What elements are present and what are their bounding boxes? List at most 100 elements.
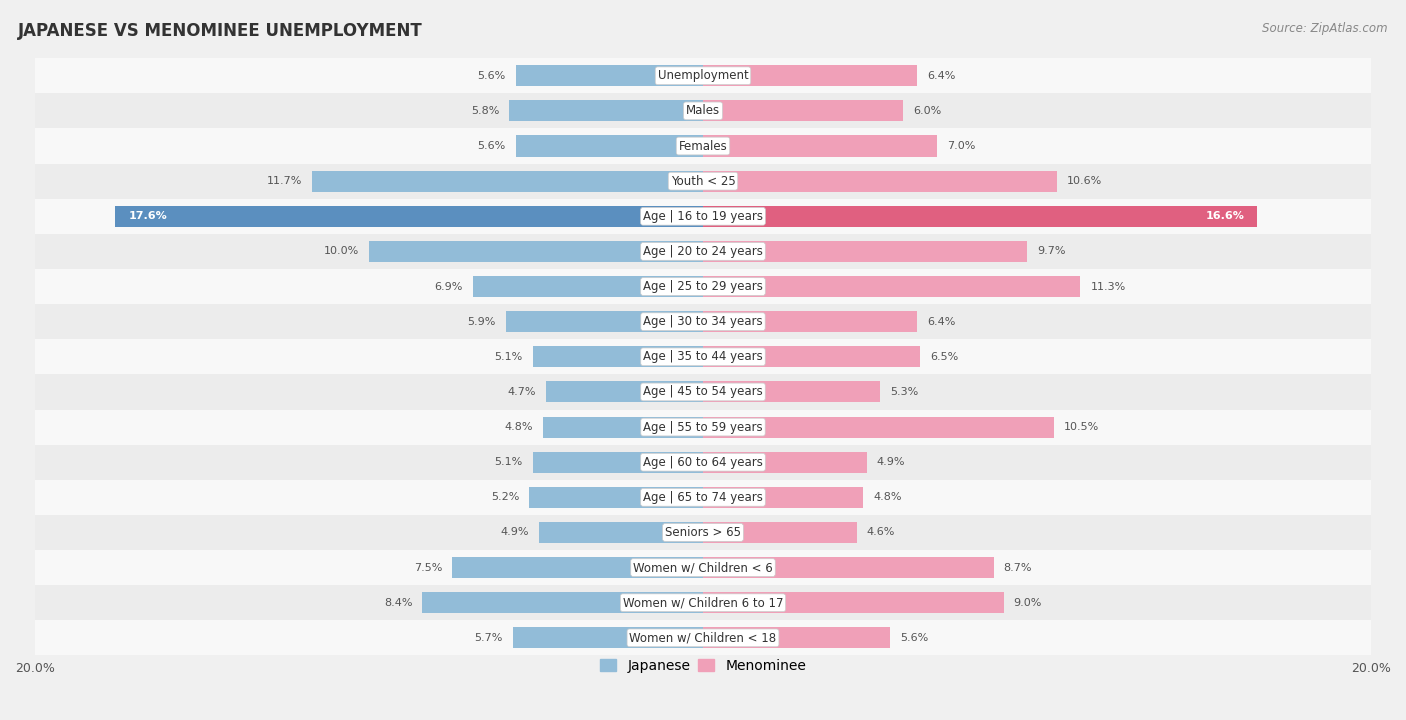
Text: 11.3%: 11.3% (1091, 282, 1126, 292)
Bar (703, 487, 863, 508)
Text: 5.1%: 5.1% (495, 352, 523, 362)
Bar (546, 382, 703, 402)
Text: 4.9%: 4.9% (501, 528, 529, 537)
Bar (703, 346, 920, 367)
Text: 10.5%: 10.5% (1064, 422, 1099, 432)
Bar (703, 627, 890, 649)
Text: JAPANESE VS MENOMINEE UNEMPLOYMENT: JAPANESE VS MENOMINEE UNEMPLOYMENT (18, 22, 423, 40)
Text: 9.0%: 9.0% (1014, 598, 1042, 608)
Bar (703, 417, 1053, 438)
Text: 5.6%: 5.6% (478, 141, 506, 151)
Bar (312, 171, 703, 192)
Text: 4.6%: 4.6% (866, 528, 896, 537)
Bar (513, 627, 703, 649)
Text: 6.9%: 6.9% (434, 282, 463, 292)
Bar (35, 304, 1371, 339)
Bar (35, 199, 1371, 234)
Bar (35, 128, 1371, 163)
Bar (703, 206, 1257, 227)
Bar (35, 234, 1371, 269)
Bar (703, 557, 994, 578)
Text: 5.8%: 5.8% (471, 106, 499, 116)
Bar (35, 269, 1371, 304)
Bar (35, 374, 1371, 410)
Bar (35, 480, 1371, 515)
Bar (540, 522, 703, 543)
Bar (35, 410, 1371, 445)
Text: 5.1%: 5.1% (495, 457, 523, 467)
Bar (703, 522, 856, 543)
Text: Seniors > 65: Seniors > 65 (665, 526, 741, 539)
Bar (703, 135, 936, 156)
Text: 7.0%: 7.0% (946, 141, 976, 151)
Bar (35, 94, 1371, 128)
Text: Women w/ Children < 18: Women w/ Children < 18 (630, 631, 776, 644)
Bar (35, 585, 1371, 621)
Bar (703, 592, 1004, 613)
Text: Age | 25 to 29 years: Age | 25 to 29 years (643, 280, 763, 293)
Bar (422, 592, 703, 613)
Text: 10.6%: 10.6% (1067, 176, 1102, 186)
Bar (115, 206, 703, 227)
Bar (453, 557, 703, 578)
Text: Age | 20 to 24 years: Age | 20 to 24 years (643, 245, 763, 258)
Bar (516, 66, 703, 86)
Bar (703, 311, 917, 332)
Bar (543, 417, 703, 438)
Text: 5.3%: 5.3% (890, 387, 918, 397)
Text: 5.2%: 5.2% (491, 492, 519, 503)
Text: 4.8%: 4.8% (873, 492, 901, 503)
Text: Source: ZipAtlas.com: Source: ZipAtlas.com (1263, 22, 1388, 35)
Bar (703, 171, 1057, 192)
Bar (472, 276, 703, 297)
Text: 8.4%: 8.4% (384, 598, 412, 608)
Text: Age | 30 to 34 years: Age | 30 to 34 years (643, 315, 763, 328)
Text: 4.9%: 4.9% (877, 457, 905, 467)
Text: 10.0%: 10.0% (323, 246, 359, 256)
Text: 6.5%: 6.5% (931, 352, 959, 362)
Text: Women w/ Children < 6: Women w/ Children < 6 (633, 561, 773, 574)
Text: 4.7%: 4.7% (508, 387, 536, 397)
Bar (35, 550, 1371, 585)
Text: 6.0%: 6.0% (914, 106, 942, 116)
Text: 4.8%: 4.8% (505, 422, 533, 432)
Bar (703, 451, 866, 473)
Text: Youth < 25: Youth < 25 (671, 175, 735, 188)
Bar (35, 163, 1371, 199)
Bar (703, 241, 1026, 262)
Text: 7.5%: 7.5% (415, 562, 443, 572)
Bar (35, 621, 1371, 655)
Text: Age | 35 to 44 years: Age | 35 to 44 years (643, 351, 763, 364)
Text: 5.9%: 5.9% (468, 317, 496, 327)
Text: 6.4%: 6.4% (927, 71, 955, 81)
Bar (509, 100, 703, 122)
Bar (368, 241, 703, 262)
Text: 9.7%: 9.7% (1038, 246, 1066, 256)
Text: Age | 45 to 54 years: Age | 45 to 54 years (643, 385, 763, 398)
Text: Age | 65 to 74 years: Age | 65 to 74 years (643, 491, 763, 504)
Bar (533, 451, 703, 473)
Text: 8.7%: 8.7% (1004, 562, 1032, 572)
Legend: Japanese, Menominee: Japanese, Menominee (595, 653, 811, 678)
Text: 11.7%: 11.7% (267, 176, 302, 186)
Bar (703, 66, 917, 86)
Text: Males: Males (686, 104, 720, 117)
Bar (35, 515, 1371, 550)
Text: 16.6%: 16.6% (1205, 211, 1244, 221)
Bar (703, 276, 1080, 297)
Text: Females: Females (679, 140, 727, 153)
Bar (506, 311, 703, 332)
Bar (516, 135, 703, 156)
Text: Age | 16 to 19 years: Age | 16 to 19 years (643, 210, 763, 222)
Text: 6.4%: 6.4% (927, 317, 955, 327)
Bar (703, 100, 904, 122)
Bar (703, 382, 880, 402)
Text: 17.6%: 17.6% (128, 211, 167, 221)
Bar (35, 339, 1371, 374)
Bar (35, 58, 1371, 94)
Text: 5.6%: 5.6% (478, 71, 506, 81)
Text: 5.7%: 5.7% (474, 633, 502, 643)
Text: Age | 60 to 64 years: Age | 60 to 64 years (643, 456, 763, 469)
Text: Age | 55 to 59 years: Age | 55 to 59 years (643, 420, 763, 433)
Bar (533, 346, 703, 367)
